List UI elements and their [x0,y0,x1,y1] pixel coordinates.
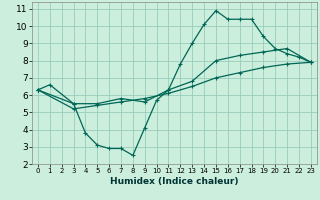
X-axis label: Humidex (Indice chaleur): Humidex (Indice chaleur) [110,177,239,186]
